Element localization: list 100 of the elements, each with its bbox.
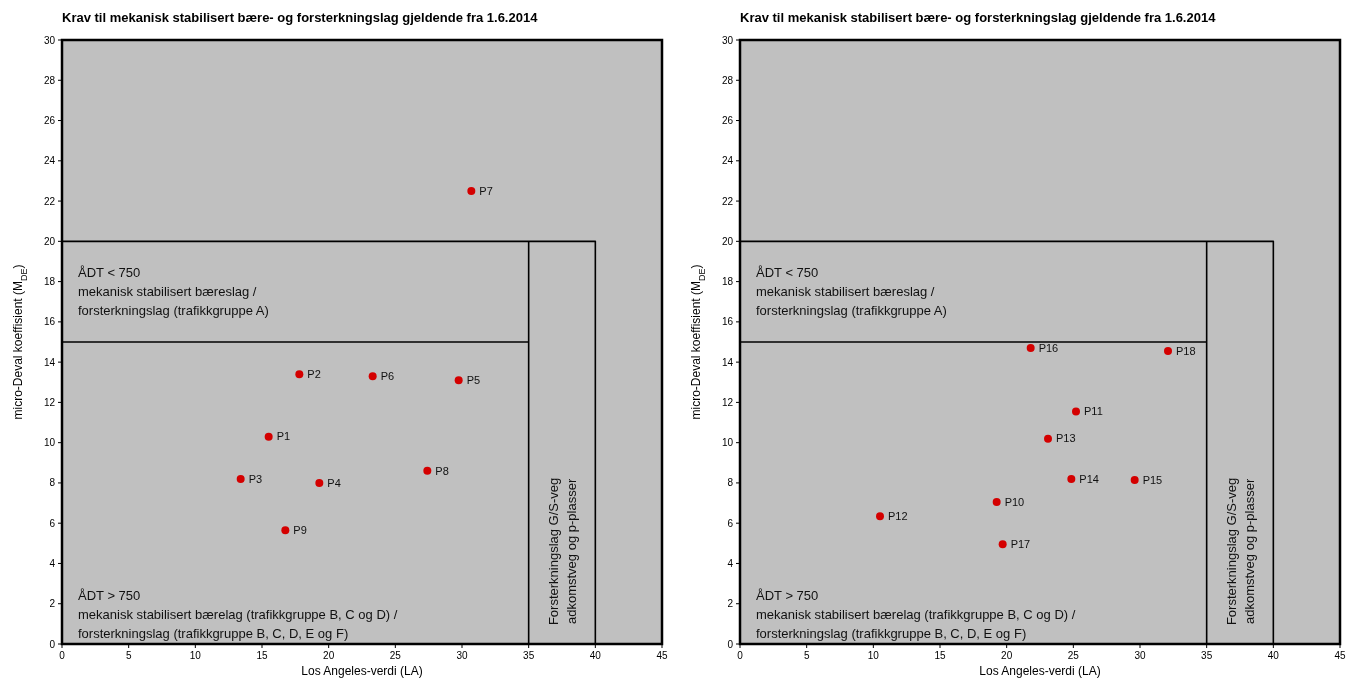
x-tick-label: 20 [323, 650, 335, 661]
y-tick-label: 26 [43, 115, 56, 127]
annotation: ÅDT < 750 [78, 264, 141, 280]
x-tick-label: 0 [737, 650, 744, 661]
point [236, 474, 245, 483]
y-tick-label: 28 [43, 74, 56, 86]
point [315, 478, 324, 487]
annotation: forsterkningslag (trafikkgruppe B, C, D, E og F) [756, 626, 1027, 641]
chart-title: Krav til mekanisk stabilisert bære- og forsterkningslag gjeldende fra 1.6.2014 [740, 10, 1217, 25]
y-tick-label: 8 [727, 477, 734, 489]
annotation: P14 [1079, 472, 1099, 485]
y-tick-label: 10 [43, 437, 56, 449]
x-tick-label: 40 [1267, 650, 1280, 661]
x-tick-label: 30 [456, 650, 468, 661]
y-tick-label: 22 [721, 195, 734, 207]
y-tick-label: 22 [43, 195, 56, 207]
annotation: forsterkningslag (trafikkgruppe A) [78, 302, 269, 318]
y-tick-label: 2 [49, 598, 56, 610]
y-tick-label: 26 [721, 115, 734, 127]
annotation: P10 [1004, 495, 1025, 508]
y-tick-label: 24 [43, 155, 56, 167]
x-tick-label: 15 [934, 650, 946, 661]
y-tick-label: 4 [727, 557, 734, 569]
annotation: P6 [380, 370, 395, 383]
point [992, 498, 1001, 507]
y-tick-label: 4 [49, 557, 56, 569]
y-tick-label: 24 [721, 155, 734, 167]
x-tick-label: 45 [656, 650, 668, 661]
point [1072, 407, 1080, 416]
annotation: mekanisk stabilisert bæreslag / [756, 283, 935, 299]
annotation: P4 [327, 476, 341, 489]
y-tick-label: 20 [721, 235, 734, 247]
chart-title: Krav til mekanisk stabilisert bære- og forsterkningslag gjeldende fra 1.6.2014 [62, 10, 539, 25]
annotation: forsterkningslag (trafikkgruppe A) [756, 302, 947, 318]
annotation: P7 [479, 184, 493, 197]
y-tick-label: 14 [43, 356, 56, 368]
x-tick-label: 5 [803, 650, 810, 661]
y-tick-label: 6 [49, 517, 56, 529]
x-tick-label: 10 [189, 650, 202, 661]
x-tick-label: 40 [589, 650, 602, 661]
y-tick-label: 14 [721, 356, 734, 368]
annotation: adkomstveg og p-plasser [1241, 478, 1257, 625]
point [281, 526, 290, 535]
y-tick-label: 12 [721, 396, 734, 408]
x-tick-label: 15 [256, 650, 268, 661]
annotation: mekanisk stabilisert bærelag (trafikkgruppe B, C og D) / [78, 607, 398, 622]
point [467, 187, 476, 195]
annotation: P15 [1142, 473, 1163, 486]
x-tick-label: 35 [523, 650, 535, 661]
point [876, 512, 884, 521]
annotation: P8 [435, 464, 449, 477]
x-axis-title: Los Angeles-verdi (LA) [979, 664, 1101, 678]
annotation: P9 [293, 524, 307, 537]
annotation: P17 [1010, 538, 1031, 551]
point [423, 466, 432, 475]
point [368, 372, 377, 381]
y-tick-label: 18 [43, 276, 56, 288]
y-tick-label: 12 [43, 396, 56, 408]
y-tick-label: 0 [727, 638, 734, 650]
annotation: adkomstveg og p-plasser [563, 478, 579, 625]
y-tick-label: 0 [49, 638, 56, 650]
x-tick-label: 20 [1001, 650, 1013, 661]
annotation: forsterkningslag (trafikkgruppe B, C, D, E og F) [78, 626, 349, 641]
annotation: P3 [248, 472, 263, 485]
y-tick-label: 10 [721, 437, 734, 449]
y-tick-label: 16 [721, 316, 734, 328]
annotation: mekanisk stabilisert bæreslag / [78, 283, 257, 299]
y-tick-label: 2 [727, 598, 734, 610]
annotation: P5 [466, 374, 481, 387]
annotation: P18 [1176, 344, 1196, 357]
y-tick-label: 6 [727, 517, 734, 529]
y-tick-label: 20 [43, 235, 56, 247]
x-tick-label: 25 [389, 650, 402, 661]
annotation: ÅDT > 750 [78, 588, 141, 603]
x-tick-label: 45 [1334, 650, 1346, 661]
annotation: Forsterkningslag G/S-veg [545, 477, 561, 626]
y-tick-label: 28 [721, 74, 734, 86]
annotation: P2 [307, 368, 321, 381]
point [1026, 344, 1035, 353]
x-tick-label: 30 [1134, 650, 1146, 661]
annotation: P13 [1056, 432, 1076, 445]
annotation: P12 [888, 510, 908, 522]
y-tick-label: 30 [721, 34, 734, 46]
annotation: P1 [276, 430, 291, 443]
annotation: P16 [1038, 341, 1059, 354]
annotation: Forsterkningslag G/S-veg [1223, 477, 1239, 626]
point [454, 376, 463, 385]
point [998, 540, 1007, 549]
x-tick-label: 5 [125, 650, 132, 661]
annotation: ÅDT > 750 [756, 588, 819, 603]
point [1164, 347, 1172, 356]
x-tick-label: 25 [1067, 650, 1080, 661]
point [1130, 475, 1139, 484]
point [264, 432, 273, 441]
annotation: mekanisk stabilisert bærelag (trafikkgruppe B, C og D) / [756, 607, 1076, 622]
x-tick-label: 0 [59, 650, 66, 661]
point [295, 370, 304, 379]
y-tick-label: 18 [721, 276, 734, 288]
point [1067, 474, 1076, 483]
point [1044, 434, 1052, 443]
